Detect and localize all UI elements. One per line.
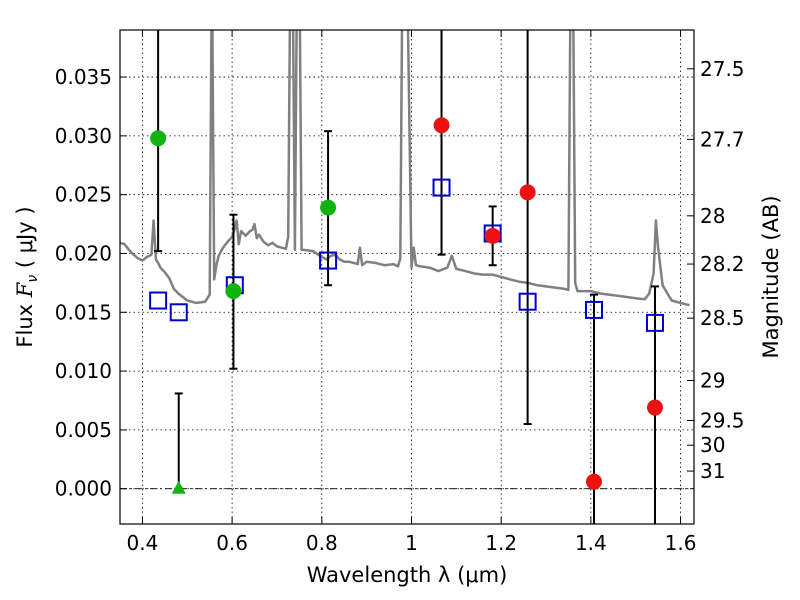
x-tick-label: 0.8 [306, 531, 338, 555]
y-tick-label: 0.015 [55, 300, 112, 324]
y-axis-label-prefix: Flux [13, 297, 37, 347]
y-tick-label: 0.010 [55, 359, 112, 383]
right-tick-label: 29.5 [700, 408, 745, 432]
green-data-point [320, 199, 337, 216]
model-square-point [432, 178, 451, 197]
upper-limit-triangle [171, 480, 186, 494]
y-axis-label-subscript: ν [25, 275, 41, 283]
red-data-point [585, 473, 602, 490]
right-tick-label: 28.2 [700, 252, 745, 276]
y-axis-ticks: 0.000 0.005 0.010 0.015 0.020 0.025 0.030 0.035 [55, 65, 127, 501]
right-tick-label: 29 [700, 369, 725, 393]
model-square-point [169, 303, 188, 322]
model-square-point [149, 291, 168, 310]
y-axis-label-suffix: ( μJy ) [13, 206, 37, 274]
right-tick-label: 27.5 [700, 57, 745, 81]
right-tick-label: 28.5 [700, 306, 745, 330]
model-square-point [518, 292, 537, 311]
y-tick-label: 0.000 [55, 477, 112, 501]
y-tick-label: 0.030 [55, 124, 112, 148]
x-tick-label: 1.4 [575, 531, 607, 555]
y-tick-label: 0.025 [55, 183, 112, 207]
y-axis-label-symbol: F [13, 281, 37, 298]
green-data-point [150, 130, 167, 147]
series-group [120, 30, 690, 524]
y-tick-label: 0.020 [55, 241, 112, 265]
model-square-point [319, 251, 338, 270]
x-axis-label: Wavelength λ (μm) [307, 563, 508, 587]
right-axis-label: Magnitude (AB) [759, 195, 783, 358]
x-axis-ticks: 0.4 0.6 0.8 1 1.2 1.4 1.6 [127, 30, 697, 555]
model-square-point [584, 300, 603, 319]
grid [120, 30, 694, 524]
sed-model-line [120, 30, 690, 307]
right-tick-label: 28 [700, 204, 725, 228]
red-data-point [519, 184, 536, 201]
plot-area [120, 30, 690, 524]
red-data-point [646, 399, 663, 416]
y-tick-label: 0.035 [55, 65, 112, 89]
right-tick-label: 30 [700, 433, 725, 457]
red-data-point [433, 117, 450, 134]
x-tick-label: 0.4 [127, 531, 159, 555]
model-square-point [645, 313, 664, 332]
plot-border [119, 29, 695, 525]
plot-frame [119, 29, 695, 525]
red-data-point [484, 227, 501, 244]
x-tick-label: 1.2 [485, 531, 517, 555]
x-tick-label: 0.6 [216, 531, 248, 555]
y-tick-label: 0.005 [55, 418, 112, 442]
right-tick-label: 27.7 [700, 127, 745, 151]
x-tick-label: 1 [405, 531, 418, 555]
x-tick-label: 1.6 [665, 531, 697, 555]
right-tick-label: 31 [700, 459, 725, 483]
y-axis-label: Flux Fν ( μJy ) [13, 206, 41, 347]
green-data-point [225, 283, 242, 300]
